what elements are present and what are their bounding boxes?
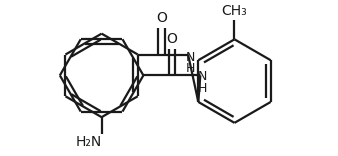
Text: CH₃: CH₃ [222,4,247,18]
Text: O: O [166,32,177,46]
Text: O: O [156,11,167,25]
Text: N
H: N H [186,51,196,75]
Text: H₂N: H₂N [75,135,101,149]
Text: N
H: N H [197,71,207,95]
